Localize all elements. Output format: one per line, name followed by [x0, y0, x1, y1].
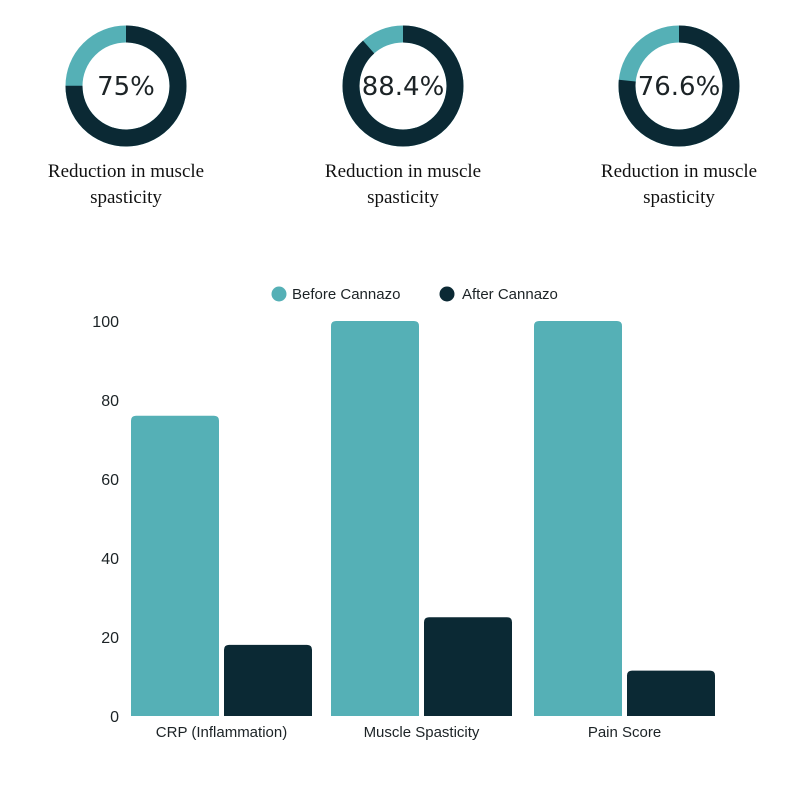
- y-tick-label: 80: [101, 393, 119, 410]
- y-tick-label: 40: [101, 551, 119, 568]
- bar-group-2: Muscle Spasticity: [331, 321, 512, 741]
- bar-before-2: [331, 321, 419, 716]
- donut-caption-line2: spasticity: [643, 187, 715, 208]
- donut-caption-line2: spasticity: [90, 187, 162, 208]
- donut-value-arc: [65, 25, 187, 147]
- donut-caption-line2: spasticity: [367, 187, 439, 208]
- y-tick-label: 0: [110, 709, 119, 726]
- donut-percent-label: 75%: [97, 72, 155, 102]
- donut-caption-line1: Reduction in muscle: [325, 161, 481, 182]
- legend-swatch-1: [271, 286, 287, 302]
- bar-after-1: [224, 644, 312, 716]
- legend-label-2: After Cannazo: [462, 286, 558, 303]
- y-tick-label: 60: [101, 472, 119, 489]
- bar-after-3: [627, 670, 715, 716]
- x-category-label: CRP (Inflammation): [156, 724, 287, 741]
- donut-percent-label: 76.6%: [638, 72, 721, 102]
- donut-value-arc: [342, 25, 464, 147]
- bar-after-2: [424, 617, 512, 716]
- bar-chart: Before Cannazo After Cannazo 0 20 40 60 80 100 C…: [92, 286, 715, 741]
- bar-group-3: Pain Score: [534, 321, 715, 741]
- donut-2: 88.4% Reduction in muscle spasticity: [325, 25, 481, 208]
- donut-caption-line1: Reduction in muscle: [48, 161, 204, 182]
- legend: Before Cannazo After Cannazo: [271, 286, 558, 303]
- x-category-label: Pain Score: [588, 724, 661, 741]
- y-axis: 0 20 40 60 80 100: [92, 314, 119, 726]
- y-tick-label: 20: [101, 630, 119, 647]
- bar-before-3: [534, 321, 622, 716]
- legend-label-1: Before Cannazo: [292, 286, 400, 303]
- donut-value-arc: [618, 25, 740, 147]
- x-category-label: Muscle Spasticity: [364, 724, 480, 741]
- bar-before-1: [131, 415, 219, 716]
- y-tick-label: 100: [92, 314, 119, 331]
- donut-row: 75% Reduction in muscle spasticity 88.4% Red…: [48, 25, 757, 208]
- donut-1: 75% Reduction in muscle spasticity: [48, 25, 204, 208]
- donut-3: 76.6% Reduction in muscle spasticity: [601, 25, 757, 208]
- bar-group-1: CRP (Inflammation): [131, 415, 312, 741]
- donut-percent-label: 88.4%: [362, 72, 445, 102]
- legend-swatch-2: [439, 286, 455, 302]
- donut-caption-line1: Reduction in muscle: [601, 161, 757, 182]
